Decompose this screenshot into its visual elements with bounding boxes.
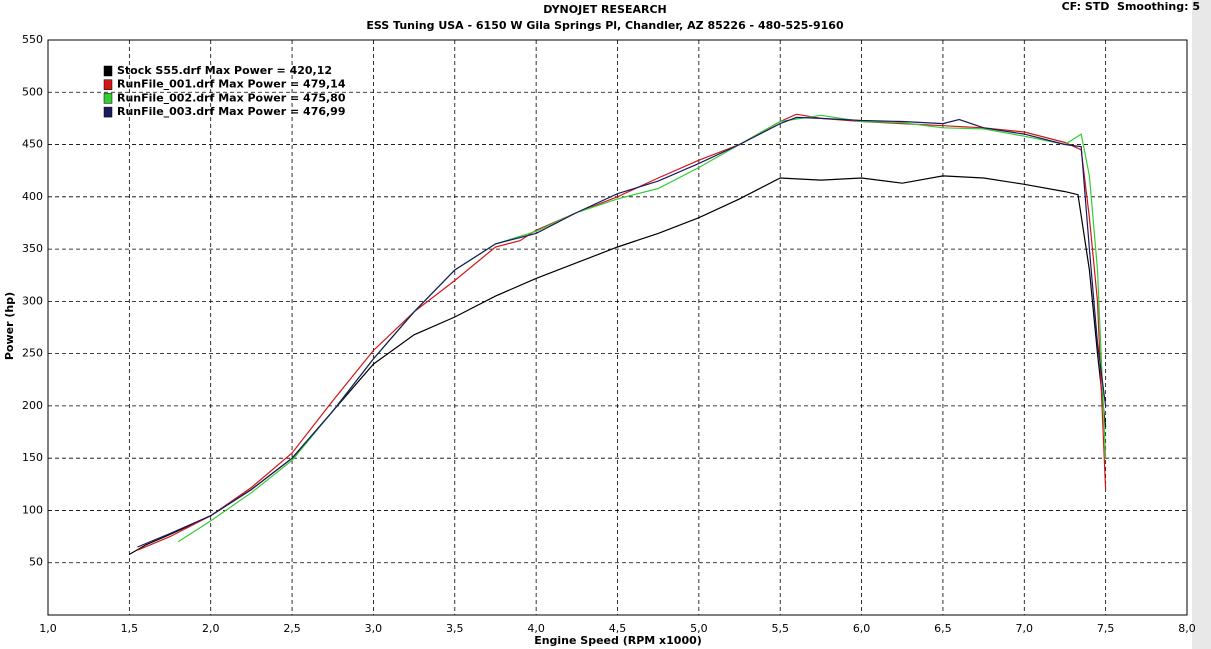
x-axis-label: Engine Speed (RPM x1000) <box>534 634 702 647</box>
legend-swatch <box>103 65 113 77</box>
y-tick-label: 550 <box>22 33 43 46</box>
power-line <box>137 116 1107 548</box>
x-tick-label: 1,0 <box>39 622 57 635</box>
x-tick-label: 6,0 <box>853 622 871 635</box>
x-tick-label: 6,5 <box>934 622 952 635</box>
x-tick-label: 5,5 <box>771 622 789 635</box>
x-tick-label: 4,0 <box>527 622 545 635</box>
x-tick-label: 7,5 <box>1097 622 1115 635</box>
x-tick-label: 3,0 <box>365 622 383 635</box>
chart-subtitle: ESS Tuning USA - 6150 W Gila Springs Pl,… <box>366 19 844 32</box>
side-frame <box>1192 0 1211 649</box>
legend-label: RunFile_001.drf Max Power = 479,14 <box>117 78 346 91</box>
annotation: CF: STD Smoothing: 5 <box>1062 0 1200 13</box>
x-tick-label: 2,5 <box>283 622 301 635</box>
y-tick-label: 200 <box>22 399 43 412</box>
y-tick-label: 300 <box>22 294 43 307</box>
x-tick-label: 4,5 <box>609 622 627 635</box>
x-tick-label: 2,0 <box>202 622 220 635</box>
legend-label: RunFile_002.drf Max Power = 475,80 <box>117 91 346 104</box>
x-tick-label: 8,0 <box>1178 622 1196 635</box>
x-tick-label: 7,0 <box>1016 622 1034 635</box>
x-tick-label: 3,5 <box>446 622 464 635</box>
legend-swatch <box>103 106 113 118</box>
power-line <box>137 113 1107 551</box>
x-tick-label: 5,0 <box>690 622 708 635</box>
y-tick-label: 150 <box>22 451 43 464</box>
legend-label: Stock S55.drf Max Power = 420,12 <box>117 64 332 77</box>
y-tick-label: 50 <box>29 556 43 569</box>
y-tick-label: 350 <box>22 242 43 255</box>
chart-title: DYNOJET RESEARCH <box>543 3 666 16</box>
legend-swatch <box>103 93 113 104</box>
y-tick-label: 100 <box>22 503 43 516</box>
y-axis-label: Power (hp) <box>3 292 16 360</box>
legend-label: RunFile_003.drf Max Power = 476,99 <box>117 105 346 118</box>
y-tick-label: 400 <box>22 190 43 203</box>
legend-swatch <box>103 79 113 90</box>
y-tick-label: 500 <box>22 85 43 98</box>
y-tick-label: 250 <box>22 347 43 360</box>
y-tick-label: 450 <box>22 138 43 151</box>
x-tick-label: 1,5 <box>121 622 139 635</box>
